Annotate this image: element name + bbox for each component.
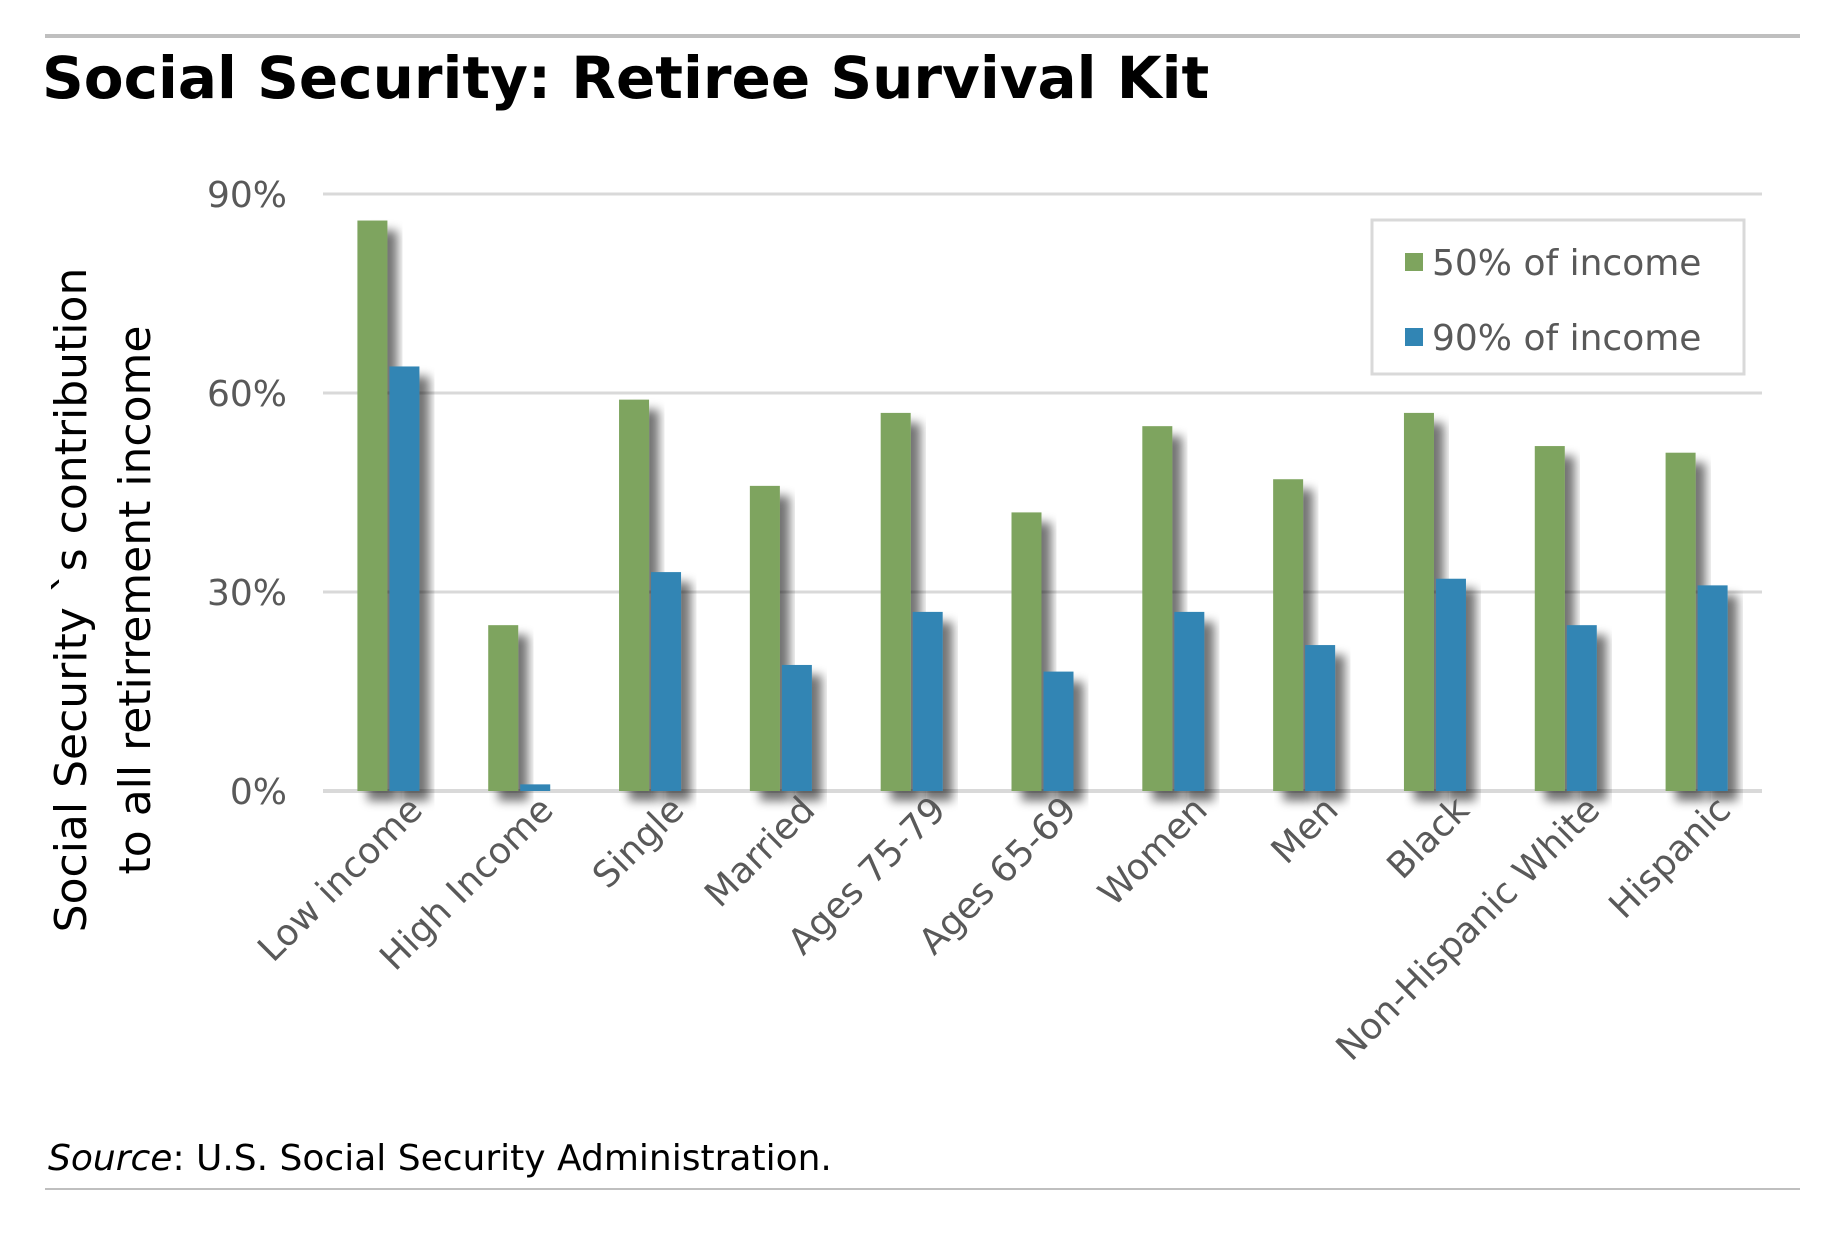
x-category-label: Non-Hispanic White — [1329, 789, 1608, 1068]
legend-label-50-percent: 50% of income — [1432, 243, 1701, 284]
legend-swatch-90-percent — [1405, 328, 1423, 346]
bar-50-percent — [1534, 446, 1565, 791]
bar-90-percent — [1697, 585, 1728, 791]
x-category-label: Single — [585, 789, 692, 896]
y-axis-title-line-1: Social Security `s contribution — [46, 268, 97, 933]
bottom-rule — [45, 1188, 1800, 1190]
legend-box — [1370, 218, 1746, 376]
x-category-label: Women — [1091, 789, 1216, 914]
bar-50-percent — [1403, 412, 1434, 791]
bar-50-percent — [880, 412, 911, 791]
bar-50-percent — [1142, 426, 1173, 791]
y-axis-title-line-2: to all retirrement income — [110, 326, 161, 875]
x-category-label: Black — [1379, 789, 1477, 887]
source-note: Source: U.S. Social Security Administrat… — [48, 1138, 832, 1179]
bar-50-percent — [1665, 452, 1696, 791]
bar-50-percent — [619, 399, 650, 791]
y-tick-label: 90% — [207, 175, 287, 216]
bar-90-percent — [651, 572, 682, 791]
y-tick-label: 60% — [207, 374, 287, 415]
bar-90-percent — [1435, 578, 1466, 791]
bar-90-percent — [1043, 671, 1074, 791]
y-axis-title: Social Security `s contribution to all r… — [46, 268, 161, 933]
bar-90-percent — [912, 611, 943, 791]
chart-title: Social Security: Retiree Survival Kit — [42, 44, 1210, 112]
legend-swatch-50-percent — [1405, 253, 1423, 271]
bar-90-percent — [781, 664, 812, 791]
source-label: Source — [48, 1138, 173, 1179]
bar-50-percent — [488, 625, 519, 791]
x-category-label: Married — [697, 789, 823, 915]
bar-90-percent — [1566, 625, 1597, 791]
y-tick-label: 30% — [207, 573, 287, 614]
y-axis-ticks: 0% 30% 60% 90% — [207, 175, 287, 813]
x-category-label: Hispanic — [1602, 789, 1739, 926]
bar-90-percent — [1174, 611, 1205, 791]
source-text: : U.S. Social Security Administration. — [172, 1138, 832, 1179]
bar-50-percent — [357, 220, 388, 792]
bar-50-percent — [1011, 512, 1042, 791]
legend: 50% of income 90% of income — [1370, 218, 1746, 376]
bars — [357, 220, 1728, 792]
top-rule — [45, 34, 1800, 38]
bar-50-percent — [749, 485, 780, 791]
bar-90-percent — [520, 784, 551, 791]
legend-label-90-percent: 90% of income — [1432, 318, 1701, 359]
y-tick-label: 0% — [230, 772, 287, 813]
bar-90-percent — [389, 366, 420, 791]
bar-50-percent — [1273, 479, 1304, 791]
gridlines — [323, 192, 1762, 793]
bar-90-percent — [1305, 645, 1336, 791]
x-category-label: Men — [1264, 789, 1347, 872]
